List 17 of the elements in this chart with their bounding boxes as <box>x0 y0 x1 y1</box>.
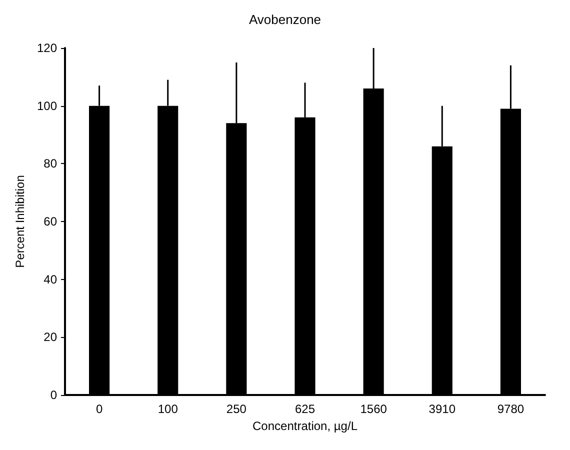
x-tick-label: 9780 <box>497 402 524 416</box>
y-tick-label: 60 <box>44 214 58 228</box>
y-tick-label: 120 <box>36 41 58 55</box>
x-tick-label: 0 <box>96 402 103 416</box>
x-tick-label: 3910 <box>428 402 456 416</box>
y-tick-label: 0 <box>50 388 58 402</box>
chart-title: Avobenzone <box>248 12 322 27</box>
y-tick-label: 20 <box>44 330 58 344</box>
x-tick-label: 250 <box>226 402 247 416</box>
x-tick-label: 1560 <box>360 402 388 416</box>
y-tick-label: 100 <box>36 98 58 113</box>
x-tick-label: 100 <box>158 402 178 416</box>
y-tick-label: 40 <box>44 272 58 286</box>
y-axis-title: Percent Inhibition <box>13 175 28 268</box>
x-tick-label: 625 <box>294 402 316 416</box>
y-tick-label: 80 <box>44 156 58 171</box>
x-axis-title: Concentration, µg/L <box>252 418 358 433</box>
